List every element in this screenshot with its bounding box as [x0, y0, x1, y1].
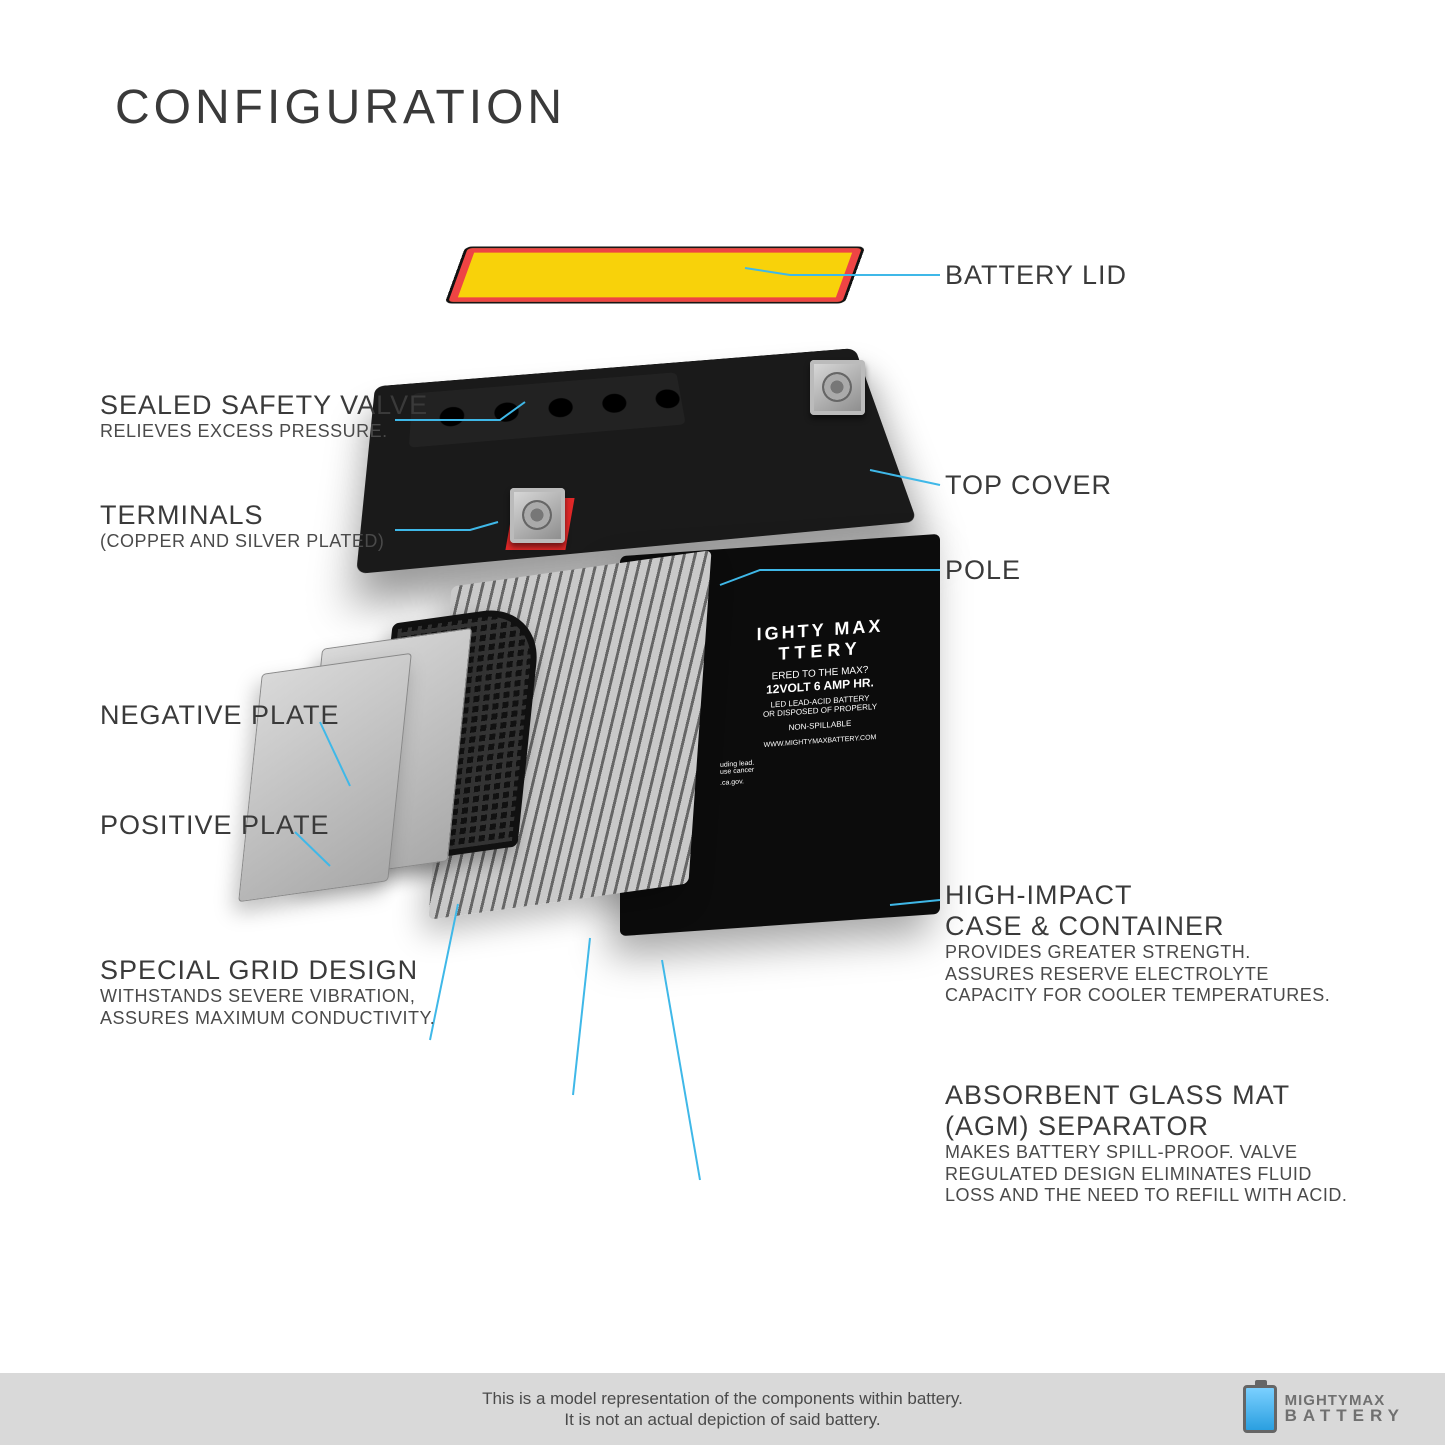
label-sub: WITHSTANDS SEVERE VIBRATION,ASSURES MAXI…: [100, 986, 435, 1029]
label-title: ABSORBENT GLASS MAT(AGM) SEPARATOR: [945, 1080, 1347, 1142]
label-sub: (COPPER AND SILVER PLATED): [100, 531, 384, 553]
label-agm: ABSORBENT GLASS MAT(AGM) SEPARATORMAKES …: [945, 1080, 1347, 1207]
label-pos_plate: POSITIVE PLATE: [100, 810, 330, 841]
label-sub: MAKES BATTERY SPILL-PROOF. VALVEREGULATE…: [945, 1142, 1347, 1207]
label-sub: RELIEVES EXCESS PRESSURE.: [100, 421, 428, 443]
label-sealed_valve: SEALED SAFETY VALVERELIEVES EXCESS PRESS…: [100, 390, 428, 443]
battery-lid-shape: [445, 246, 866, 303]
plate-1: [238, 653, 412, 902]
label-title: SPECIAL GRID DESIGN: [100, 955, 435, 986]
label-title: TOP COVER: [945, 470, 1112, 501]
label-title: SEALED SAFETY VALVE: [100, 390, 428, 421]
case-printed-label: IGHTY MAX TTERY ERED TO THE MAX? 12VOLT …: [720, 613, 920, 787]
terminal-right: [810, 360, 865, 415]
label-title: BATTERY LID: [945, 260, 1127, 291]
label-title: POLE: [945, 555, 1021, 586]
label-top_cover: TOP COVER: [945, 470, 1112, 501]
label-terminals: TERMINALS(COPPER AND SILVER PLATED): [100, 500, 384, 553]
label-case: HIGH-IMPACTCASE & CONTAINERPROVIDES GREA…: [945, 880, 1330, 1007]
label-grid: SPECIAL GRID DESIGNWITHSTANDS SEVERE VIB…: [100, 955, 435, 1029]
battery-icon: [1243, 1385, 1277, 1433]
label-title: HIGH-IMPACTCASE & CONTAINER: [945, 880, 1330, 942]
terminal-left: [510, 488, 565, 543]
label-title: TERMINALS: [100, 500, 384, 531]
footer-bar: This is a model representation of the co…: [0, 1373, 1445, 1445]
label-pole: POLE: [945, 555, 1021, 586]
footer-logo: MIGHTYMAX BATTERY: [1243, 1385, 1405, 1433]
page-title: CONFIGURATION: [115, 80, 566, 135]
label-neg_plate: NEGATIVE PLATE: [100, 700, 340, 731]
label-title: NEGATIVE PLATE: [100, 700, 340, 731]
label-battery_lid: BATTERY LID: [945, 260, 1127, 291]
label-sub: PROVIDES GREATER STRENGTH.ASSURES RESERV…: [945, 942, 1330, 1007]
label-title: POSITIVE PLATE: [100, 810, 330, 841]
footer-disclaimer: This is a model representation of the co…: [482, 1388, 963, 1431]
